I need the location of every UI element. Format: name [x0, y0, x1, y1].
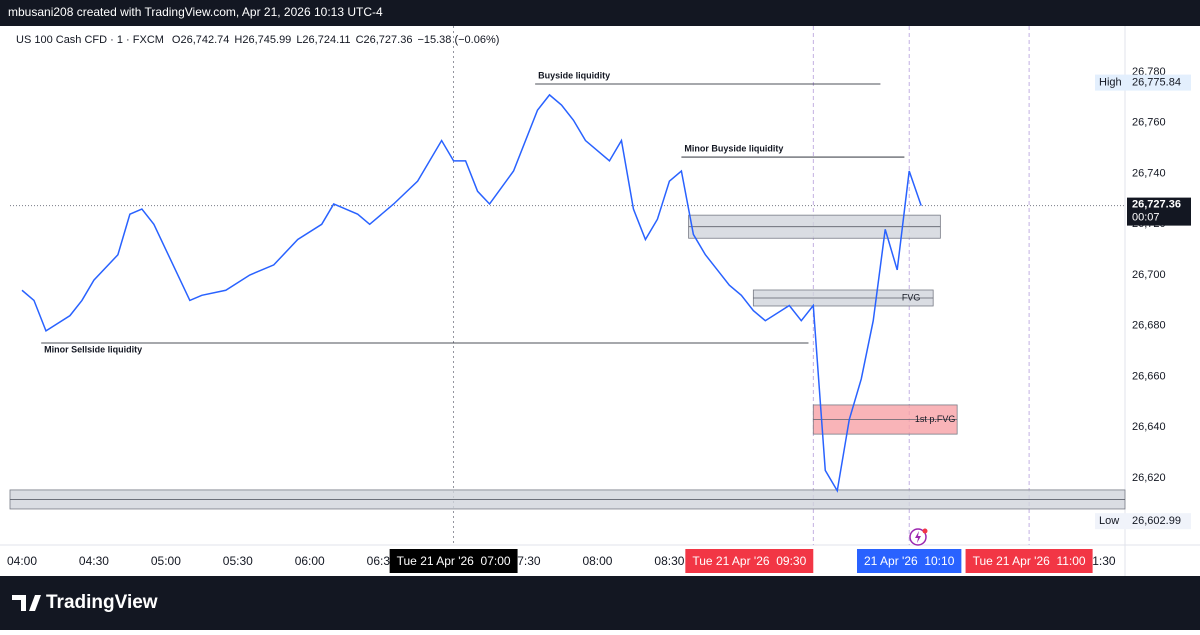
- footer-brand: TradingView: [46, 592, 158, 613]
- price-badge-label: Low: [1099, 515, 1119, 527]
- countdown: 00:07: [1132, 212, 1160, 224]
- price-badge-bg: [1095, 74, 1191, 91]
- time-badge-bg: [857, 549, 962, 573]
- y-tick-label: 26,620: [1132, 472, 1166, 484]
- time-badge-label: Tue 21 Apr '26 07:00: [397, 554, 511, 568]
- y-tick-label: 26,700: [1132, 269, 1166, 281]
- x-tick-label: 11:30: [1086, 554, 1115, 568]
- ohlc-value: C26,727.36: [356, 34, 413, 46]
- alert-ring: [909, 528, 927, 546]
- liquidity-label: Buyside liquidity: [538, 70, 610, 80]
- time-badge-bg: [965, 549, 1093, 573]
- y-tick-label: 26,760: [1132, 117, 1166, 129]
- y-tick-label: 26,660: [1132, 370, 1166, 382]
- price-line: [21, 93, 922, 493]
- x-tick-label: 08:30: [654, 554, 684, 568]
- time-badge: Tue 21 Apr '26 11:00: [965, 549, 1093, 573]
- time-badge-label: 21 Apr '26 10:10: [864, 554, 955, 568]
- ohlc-value: H26,745.99: [234, 34, 291, 46]
- x-tick-label: 05:00: [151, 554, 181, 568]
- price-badge-bg: [1095, 513, 1191, 530]
- time-badge: Tue 21 Apr '26 07:00: [389, 549, 518, 573]
- y-tick-label: 26,740: [1132, 167, 1166, 179]
- x-tick-label: 04:00: [7, 554, 37, 568]
- x-tick-label: 05:30: [223, 554, 253, 568]
- y-tick-label: 26,640: [1132, 421, 1166, 433]
- ohlc-value: O26,742.74: [172, 34, 230, 46]
- alert-dot: [922, 528, 928, 534]
- time-badge-bg: [685, 549, 814, 573]
- zone-label: FVG: [902, 292, 921, 302]
- alert-icon: [909, 528, 928, 546]
- ohlc-value: −15.38 (−0.06%): [417, 34, 499, 46]
- x-tick-label: 04:30: [79, 554, 109, 568]
- x-tick-label: 07:30: [511, 554, 541, 568]
- price-badge-value: 26,602.99: [1132, 515, 1181, 527]
- time-badge: Tue 21 Apr '26 09:30: [685, 549, 814, 573]
- liquidity-label: Minor Sellside liquidity: [44, 344, 142, 354]
- x-tick-label: 06:00: [295, 554, 325, 568]
- price-badge-value: 26,727.36: [1132, 199, 1181, 211]
- alert-bolt: [915, 531, 921, 543]
- time-badge-bg: [389, 549, 518, 573]
- liquidity-label: Minor Buyside liquidity: [684, 143, 783, 153]
- ohlc-value: L26,724.11: [296, 34, 350, 46]
- footer-bar: [0, 576, 1200, 630]
- time-badge: 21 Apr '26 10:10: [857, 549, 962, 573]
- time-badge-label: Tue 21 Apr '26 09:30: [692, 554, 806, 568]
- symbol-title: US 100 Cash CFD · 1 · FXCM: [16, 34, 164, 46]
- price-badge-label: High: [1099, 77, 1122, 89]
- x-tick-label: 08:00: [582, 554, 612, 568]
- header-bar: [0, 0, 1200, 26]
- header-text: mbusani208 created with TradingView.com,…: [8, 5, 383, 19]
- x-tick-label: 06:30: [367, 554, 397, 568]
- price-badge-bg: [1127, 197, 1191, 226]
- time-badge-label: Tue 21 Apr '26 11:00: [973, 554, 1086, 568]
- zone-label: 1st p.FVG: [915, 414, 956, 424]
- y-tick-label: 26,680: [1132, 320, 1166, 332]
- logo-icon: [12, 595, 41, 611]
- price-badge-value: 26,775.84: [1132, 77, 1181, 89]
- logo: [12, 595, 41, 611]
